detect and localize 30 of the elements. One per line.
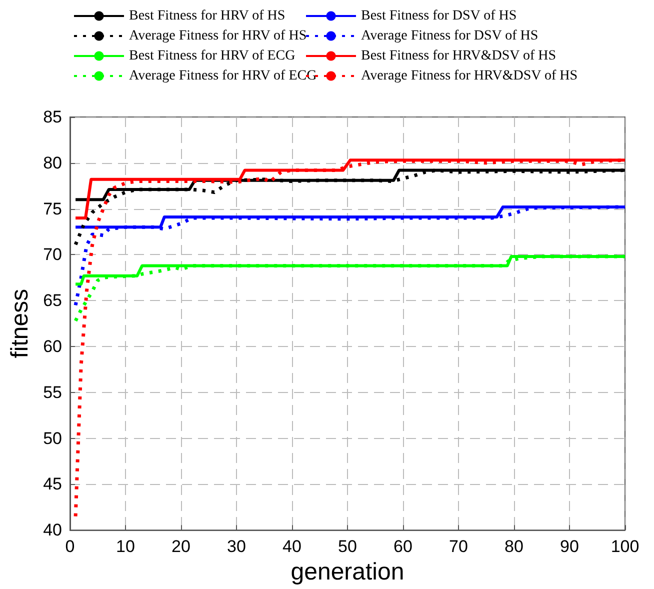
x-tick-label: 80 [504, 537, 524, 556]
x-axis-title: generation [290, 558, 404, 586]
x-tick-label: 10 [116, 537, 135, 556]
y-tick-label: 70 [43, 245, 62, 264]
y-axis-title: fitness [6, 288, 34, 358]
legend-label: Average Fitness for HRV&DSV of HS [361, 68, 578, 84]
x-tick-label: 0 [65, 537, 75, 556]
x-tick-label: 20 [172, 537, 190, 556]
y-tick-label: 45 [43, 474, 62, 494]
legend-label: Average Fitness for DSV of HS [361, 28, 538, 44]
legend-label: Best Fitness for HRV of HS [129, 8, 286, 24]
x-tick-label: 90 [560, 537, 579, 556]
x-tick-label: 60 [394, 537, 412, 556]
x-tick-label: 100 [610, 537, 640, 556]
y-tick-label: 85 [43, 108, 62, 126]
x-tick-label: 70 [449, 537, 468, 556]
y-tick-label: 75 [43, 199, 62, 218]
legend-label: Best Fitness for HRV&DSV of HS [361, 48, 556, 64]
legend-label: Average Fitness for HRV of HS [129, 28, 307, 44]
y-tick-label: 55 [43, 382, 62, 402]
x-tick-label: 50 [338, 537, 357, 556]
y-tick-label: 40 [43, 520, 62, 540]
y-tick-label: 50 [43, 428, 62, 448]
y-tick-label: 80 [43, 153, 62, 172]
x-tick-label: 40 [282, 537, 302, 556]
y-tick-label: 65 [43, 291, 62, 310]
x-tick-label: 30 [227, 537, 246, 556]
legend-label: Best Fitness for DSV of HS [361, 8, 517, 24]
legend-label: Best Fitness for HRV of ECG [129, 48, 296, 64]
y-tick-label: 60 [43, 337, 62, 356]
